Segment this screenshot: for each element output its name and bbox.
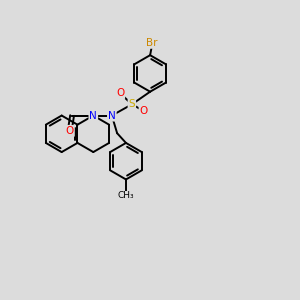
Text: O: O [116, 88, 124, 98]
Text: S: S [128, 99, 135, 110]
Text: N: N [108, 110, 116, 121]
Text: O: O [66, 126, 74, 136]
Text: Br: Br [146, 38, 158, 48]
Text: O: O [140, 106, 148, 116]
Text: CH₃: CH₃ [118, 191, 134, 200]
Text: N: N [89, 110, 97, 121]
